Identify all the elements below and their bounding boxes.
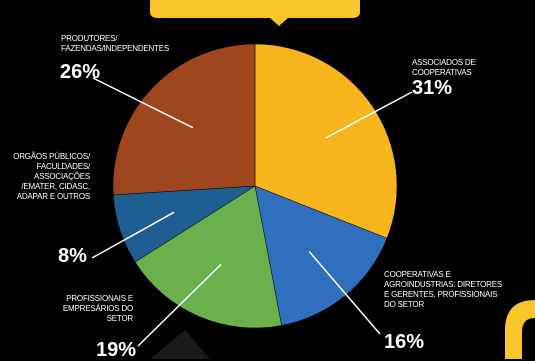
pie-chart bbox=[112, 43, 398, 329]
pie-slice-profissionais bbox=[134, 185, 282, 329]
leader-line-cooperativas bbox=[308, 251, 381, 335]
decorative-inner-shape bbox=[522, 318, 535, 359]
label-produtores: PRODUTORES/ FAZENDAS/INDEPENDENTES bbox=[61, 34, 170, 53]
value-associados: 31% bbox=[412, 77, 453, 99]
pie-slice-cooperativas bbox=[254, 185, 388, 326]
label-associados: ASSOCIADOS DE COOPERATIVAS bbox=[412, 58, 476, 77]
leader-line-orgaos bbox=[91, 211, 175, 259]
value-produtores: 26% bbox=[60, 61, 101, 83]
leader-line-produtores bbox=[92, 77, 194, 129]
leader-line-profissionais bbox=[137, 263, 222, 347]
pie-slice-associados bbox=[254, 43, 398, 239]
header-banner bbox=[150, 0, 360, 26]
label-profissionais: PROFISSIONAIS E EMPRESÁRIOS DO SETOR bbox=[62, 294, 133, 323]
decorative-shadow bbox=[150, 330, 210, 359]
label-orgaos: ORGÃOS PÚBLICOS/ FACULDADES/ ASSOCIAÇÕES… bbox=[13, 152, 90, 201]
leader-lines bbox=[91, 77, 413, 347]
value-orgaos: 8% bbox=[58, 245, 87, 267]
leader-line-associados bbox=[325, 91, 413, 139]
value-cooperativas: 16% bbox=[384, 331, 425, 353]
value-profissionais: 19% bbox=[96, 339, 137, 361]
pie-slice-produtores bbox=[112, 43, 256, 196]
label-cooperativas: COOPERATIVAS E AGROINDUSTRIAS: DIRETORES… bbox=[384, 270, 502, 309]
